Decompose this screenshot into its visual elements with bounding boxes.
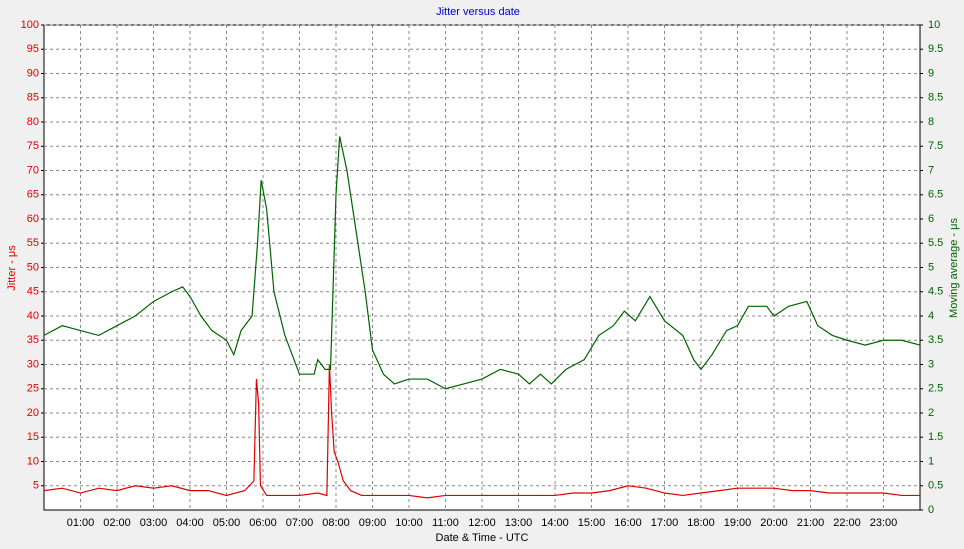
y2-tick-label: 6.5: [928, 189, 943, 201]
x-tick-label: 16:00: [614, 517, 642, 529]
y-tick-label: 45: [27, 286, 39, 298]
y2-tick-label: 8: [928, 116, 934, 128]
y2-tick-label: 1: [928, 455, 934, 467]
x-tick-label: 08:00: [322, 517, 350, 529]
y-axis-label: Jitter - μs: [6, 245, 18, 291]
x-tick-label: 19:00: [724, 517, 752, 529]
y2-tick-label: 5.5: [928, 237, 943, 249]
y2-tick-label: 2: [928, 407, 934, 419]
y2-tick-label: 1.5: [928, 431, 943, 443]
x-tick-label: 02:00: [103, 517, 131, 529]
x-tick-label: 05:00: [213, 517, 241, 529]
y-tick-label: 60: [27, 213, 39, 225]
y2-tick-label: 3.5: [928, 334, 943, 346]
y2-tick-label: 5: [928, 261, 934, 273]
x-tick-label: 07:00: [286, 517, 314, 529]
y2-tick-label: 0: [928, 504, 934, 516]
x-tick-label: 18:00: [687, 517, 715, 529]
y2-tick-label: 4.5: [928, 286, 943, 298]
y-tick-label: 55: [27, 237, 39, 249]
y2-tick-label: 2.5: [928, 383, 943, 395]
x-tick-label: 17:00: [651, 517, 679, 529]
y-tick-label: 15: [27, 431, 39, 443]
x-tick-label: 23:00: [870, 517, 898, 529]
y2-tick-label: 8.5: [928, 92, 943, 104]
x-tick-label: 04:00: [176, 517, 204, 529]
x-tick-label: 20:00: [760, 517, 788, 529]
y-tick-label: 30: [27, 358, 39, 370]
y2-axis-label: Moving average - μs: [948, 218, 960, 318]
x-tick-label: 22:00: [833, 517, 861, 529]
series-line: [43, 364, 920, 499]
y2-tick-label: 9: [928, 67, 934, 79]
y2-tick-label: 0.5: [928, 480, 943, 492]
y-tick-label: 20: [27, 407, 39, 419]
y2-tick-label: 6: [928, 213, 934, 225]
y2-tick-label: 7: [928, 164, 934, 176]
y-tick-label: 70: [27, 164, 39, 176]
y-tick-label: 25: [27, 383, 39, 395]
y-tick-label: 90: [27, 67, 39, 79]
y-tick-label: 85: [27, 92, 39, 104]
x-tick-label: 01:00: [67, 517, 95, 529]
x-tick-label: 06:00: [249, 517, 277, 529]
y2-tick-label: 10: [928, 19, 940, 31]
chart-title: Jitter versus date: [436, 6, 520, 18]
y2-tick-label: 9.5: [928, 43, 943, 55]
y-tick-label: 10: [27, 455, 39, 467]
series-line: [43, 136, 921, 390]
x-tick-label: 03:00: [140, 517, 168, 529]
y-tick-label: 40: [27, 310, 39, 322]
y2-tick-label: 4: [928, 310, 934, 322]
y-tick-label: 100: [21, 19, 39, 31]
y-tick-label: 5: [33, 480, 39, 492]
y-tick-label: 65: [27, 189, 39, 201]
x-tick-label: 15:00: [578, 517, 606, 529]
x-tick-label: 09:00: [359, 517, 387, 529]
x-tick-label: 10:00: [395, 517, 423, 529]
x-axis-label: Date & Time - UTC: [436, 532, 529, 544]
x-tick-label: 21:00: [797, 517, 825, 529]
y2-tick-label: 7.5: [928, 140, 943, 152]
y-tick-label: 95: [27, 43, 39, 55]
x-tick-label: 14:00: [541, 517, 569, 529]
y-tick-label: 80: [27, 116, 39, 128]
y-tick-label: 50: [27, 261, 39, 273]
y-tick-label: 35: [27, 334, 39, 346]
y-tick-label: 75: [27, 140, 39, 152]
y2-tick-label: 3: [928, 358, 934, 370]
x-tick-label: 11:00: [432, 517, 459, 529]
x-tick-label: 12:00: [468, 517, 496, 529]
x-tick-label: 13:00: [505, 517, 533, 529]
